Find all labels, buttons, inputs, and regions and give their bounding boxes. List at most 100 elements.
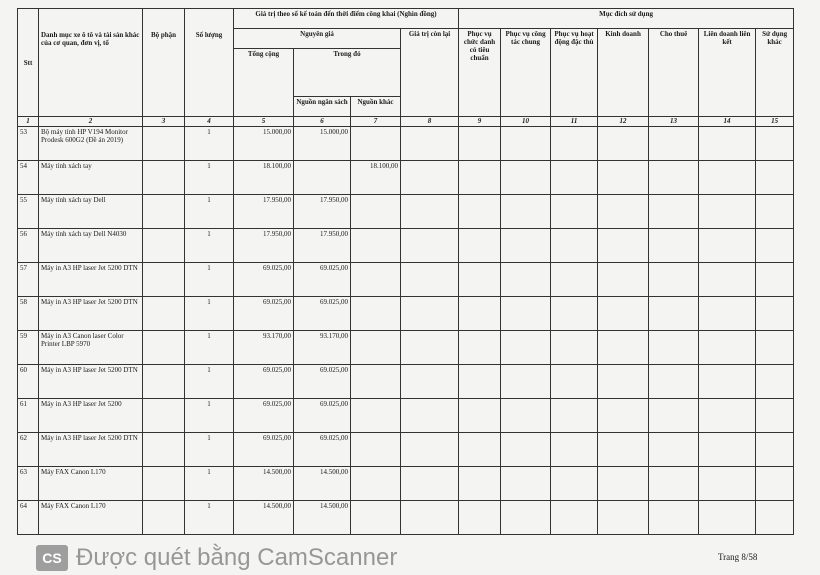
row-empty-cell bbox=[755, 194, 795, 229]
row-empty-cell bbox=[500, 160, 552, 195]
row-empty-cell bbox=[597, 398, 650, 433]
column-number: 5 bbox=[233, 116, 294, 127]
header-purpose-7: Sử dụng khác bbox=[755, 28, 795, 117]
table-row: 60 Máy in A3 HP laser Jet 5200 DTN 1 69.025… bbox=[17, 364, 795, 399]
header-other-source: Nguồn khác bbox=[350, 96, 401, 117]
row-quantity: 1 bbox=[184, 194, 234, 229]
row-empty-cell bbox=[399, 398, 460, 433]
row-department bbox=[142, 228, 185, 263]
row-empty-cell bbox=[597, 126, 650, 161]
row-other-source bbox=[350, 500, 401, 535]
header-original-price: Nguyên giá bbox=[233, 28, 401, 49]
row-budget-source: 17.950,00 bbox=[293, 228, 351, 263]
table-row: 64 Máy FAX Canon L170 1 14.500,00 14.500,00 bbox=[17, 500, 795, 535]
row-empty-cell bbox=[399, 466, 460, 501]
row-stt: 60 bbox=[17, 364, 39, 399]
row-empty-cell bbox=[698, 194, 757, 229]
page-number: Trang 8/58 bbox=[718, 552, 758, 562]
table-row: 59 Máy in A3 Canon laser Color Printer LB… bbox=[17, 330, 795, 365]
row-empty-cell bbox=[550, 296, 599, 331]
row-total: 18.100,00 bbox=[233, 160, 294, 195]
row-empty-cell bbox=[698, 432, 757, 467]
row-empty-cell bbox=[698, 364, 757, 399]
row-total: 93.170,00 bbox=[233, 330, 294, 365]
row-empty-cell bbox=[550, 160, 599, 195]
row-quantity: 1 bbox=[184, 228, 234, 263]
row-empty-cell bbox=[648, 262, 700, 297]
row-empty-cell bbox=[698, 160, 757, 195]
row-other-source bbox=[350, 364, 401, 399]
row-empty-cell bbox=[597, 466, 650, 501]
row-total: 69.025,00 bbox=[233, 262, 294, 297]
row-stt: 63 bbox=[17, 466, 39, 501]
row-other-source bbox=[350, 330, 401, 365]
row-total: 15.000,00 bbox=[233, 126, 294, 161]
row-stt: 64 bbox=[17, 500, 39, 535]
row-budget-source: 14.500,00 bbox=[293, 500, 351, 535]
row-empty-cell bbox=[550, 398, 599, 433]
column-number: 9 bbox=[458, 116, 502, 127]
column-number: 3 bbox=[142, 116, 185, 127]
column-number: 2 bbox=[38, 116, 143, 127]
header-department: Bộ phận bbox=[142, 8, 185, 117]
row-empty-cell bbox=[648, 228, 700, 263]
row-budget-source: 93.170,00 bbox=[293, 330, 351, 365]
row-asset-name: Máy FAX Canon L170 bbox=[38, 500, 143, 535]
row-empty-cell bbox=[755, 500, 795, 535]
row-empty-cell bbox=[648, 160, 700, 195]
row-asset-name: Máy tính xách tay Dell bbox=[38, 194, 143, 229]
row-total: 17.950,00 bbox=[233, 228, 294, 263]
header-value-group: Giá trị theo sổ kế toán đến thời điểm cô… bbox=[232, 8, 460, 29]
row-empty-cell bbox=[399, 432, 460, 467]
row-quantity: 1 bbox=[184, 364, 234, 399]
header-purpose-3: Phục vụ hoạt động đặc thù bbox=[550, 28, 599, 117]
table-row: 56 Máy tính xách tay Dell N4030 1 17.950,00… bbox=[17, 228, 795, 263]
row-empty-cell bbox=[458, 194, 502, 229]
header-purpose-4: Kinh doanh bbox=[597, 28, 650, 117]
row-empty-cell bbox=[597, 194, 650, 229]
header-purpose-1: Phục vụ chức danh có tiêu chuẩn bbox=[458, 28, 502, 117]
row-other-source bbox=[350, 228, 401, 263]
header-asset-list: Danh mục xe ô tô và tài sản khác của cơ … bbox=[38, 8, 143, 117]
row-asset-name: Máy tính xách tay Dell N4030 bbox=[38, 228, 143, 263]
row-other-source bbox=[350, 262, 401, 297]
row-empty-cell bbox=[698, 296, 757, 331]
row-empty-cell bbox=[648, 126, 700, 161]
column-number: 12 bbox=[597, 116, 650, 127]
column-number: 4 bbox=[184, 116, 234, 127]
row-empty-cell bbox=[458, 296, 502, 331]
row-quantity: 1 bbox=[184, 296, 234, 331]
row-department bbox=[142, 364, 185, 399]
camscanner-logo-icon: CS bbox=[36, 545, 68, 571]
row-empty-cell bbox=[698, 262, 757, 297]
column-number: 10 bbox=[500, 116, 552, 127]
row-budget-source: 69.025,00 bbox=[293, 262, 351, 297]
row-stt: 58 bbox=[17, 296, 39, 331]
row-empty-cell bbox=[698, 330, 757, 365]
column-number: 11 bbox=[550, 116, 599, 127]
row-stt: 54 bbox=[17, 160, 39, 195]
row-empty-cell bbox=[458, 228, 502, 263]
row-quantity: 1 bbox=[184, 466, 234, 501]
row-empty-cell bbox=[399, 500, 460, 535]
row-total: 14.500,00 bbox=[233, 466, 294, 501]
header-quantity: Số lượng bbox=[184, 8, 234, 117]
row-budget-source: 14.500,00 bbox=[293, 466, 351, 501]
row-empty-cell bbox=[755, 398, 795, 433]
table-row: 57 Máy in A3 HP laser Jet 5200 DTN 1 69.025… bbox=[17, 262, 795, 297]
row-department bbox=[142, 126, 185, 161]
row-empty-cell bbox=[399, 262, 460, 297]
row-quantity: 1 bbox=[184, 126, 234, 161]
row-empty-cell bbox=[500, 228, 552, 263]
column-number: 8 bbox=[399, 116, 460, 127]
header-purpose-group: Mục đích sử dụng bbox=[458, 8, 795, 29]
row-empty-cell bbox=[550, 364, 599, 399]
row-total: 69.025,00 bbox=[233, 296, 294, 331]
row-empty-cell bbox=[500, 500, 552, 535]
row-department bbox=[142, 262, 185, 297]
row-empty-cell bbox=[458, 126, 502, 161]
row-budget-source: 17.950,00 bbox=[293, 194, 351, 229]
table-row: 63 Máy FAX Canon L170 1 14.500,00 14.500,00 bbox=[17, 466, 795, 501]
row-empty-cell bbox=[500, 330, 552, 365]
row-department bbox=[142, 500, 185, 535]
